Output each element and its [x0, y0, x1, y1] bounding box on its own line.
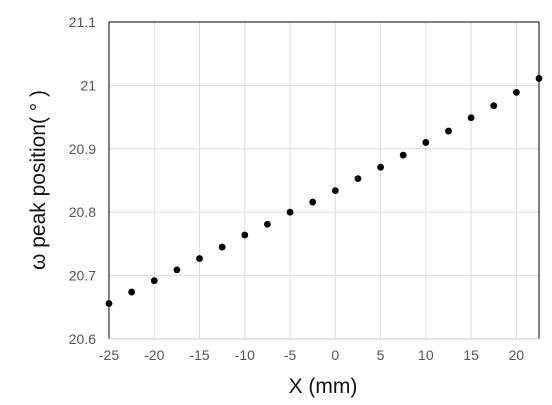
x-tick-label: 10	[418, 347, 434, 363]
data-point	[490, 102, 498, 110]
x-tick-label: 5	[377, 347, 385, 363]
data-point	[399, 151, 407, 159]
x-tick-label: 0	[331, 347, 339, 363]
x-tick-label: -5	[284, 347, 297, 363]
y-axis-label: ω peak position( ° )	[27, 90, 50, 270]
data-points	[105, 75, 543, 307]
y-tick-label: 20.6	[69, 331, 96, 347]
data-point	[241, 231, 249, 239]
data-point	[150, 277, 158, 285]
x-tick-label: 15	[463, 347, 479, 363]
data-point	[422, 139, 430, 146]
data-point	[354, 175, 362, 182]
data-point	[512, 88, 520, 96]
data-point	[286, 208, 294, 216]
x-tick-label: -25	[99, 347, 119, 363]
grid-lines	[108, 21, 539, 340]
data-point	[467, 114, 475, 122]
data-point	[196, 255, 203, 262]
data-point	[331, 187, 339, 195]
data-point	[377, 163, 384, 171]
x-tick-label: -15	[189, 347, 209, 363]
data-point	[173, 266, 181, 274]
y-tick-label: 20.7	[69, 268, 96, 284]
tick-labels: -25 -20 -15 -10 -5 0 5 10 15 20 20.6 20.7 20.8 20.9 21…	[69, 14, 525, 363]
data-point	[309, 198, 317, 206]
x-axis-label: X (mm)	[289, 375, 358, 398]
data-point	[264, 220, 271, 228]
data-point	[535, 75, 543, 82]
axes	[108, 21, 540, 340]
data-point	[445, 127, 452, 135]
y-tick-label: 20.9	[69, 141, 96, 157]
data-point	[128, 288, 136, 296]
x-tick-label: -10	[235, 347, 255, 363]
y-tick-label: 20.8	[69, 204, 96, 220]
y-tick-label: 21	[80, 77, 96, 93]
x-tick-label: -20	[144, 347, 164, 363]
x-tick-label: 20	[509, 347, 525, 363]
y-tick-label: 21.1	[69, 14, 96, 30]
data-point	[218, 243, 226, 251]
data-point	[105, 300, 113, 307]
